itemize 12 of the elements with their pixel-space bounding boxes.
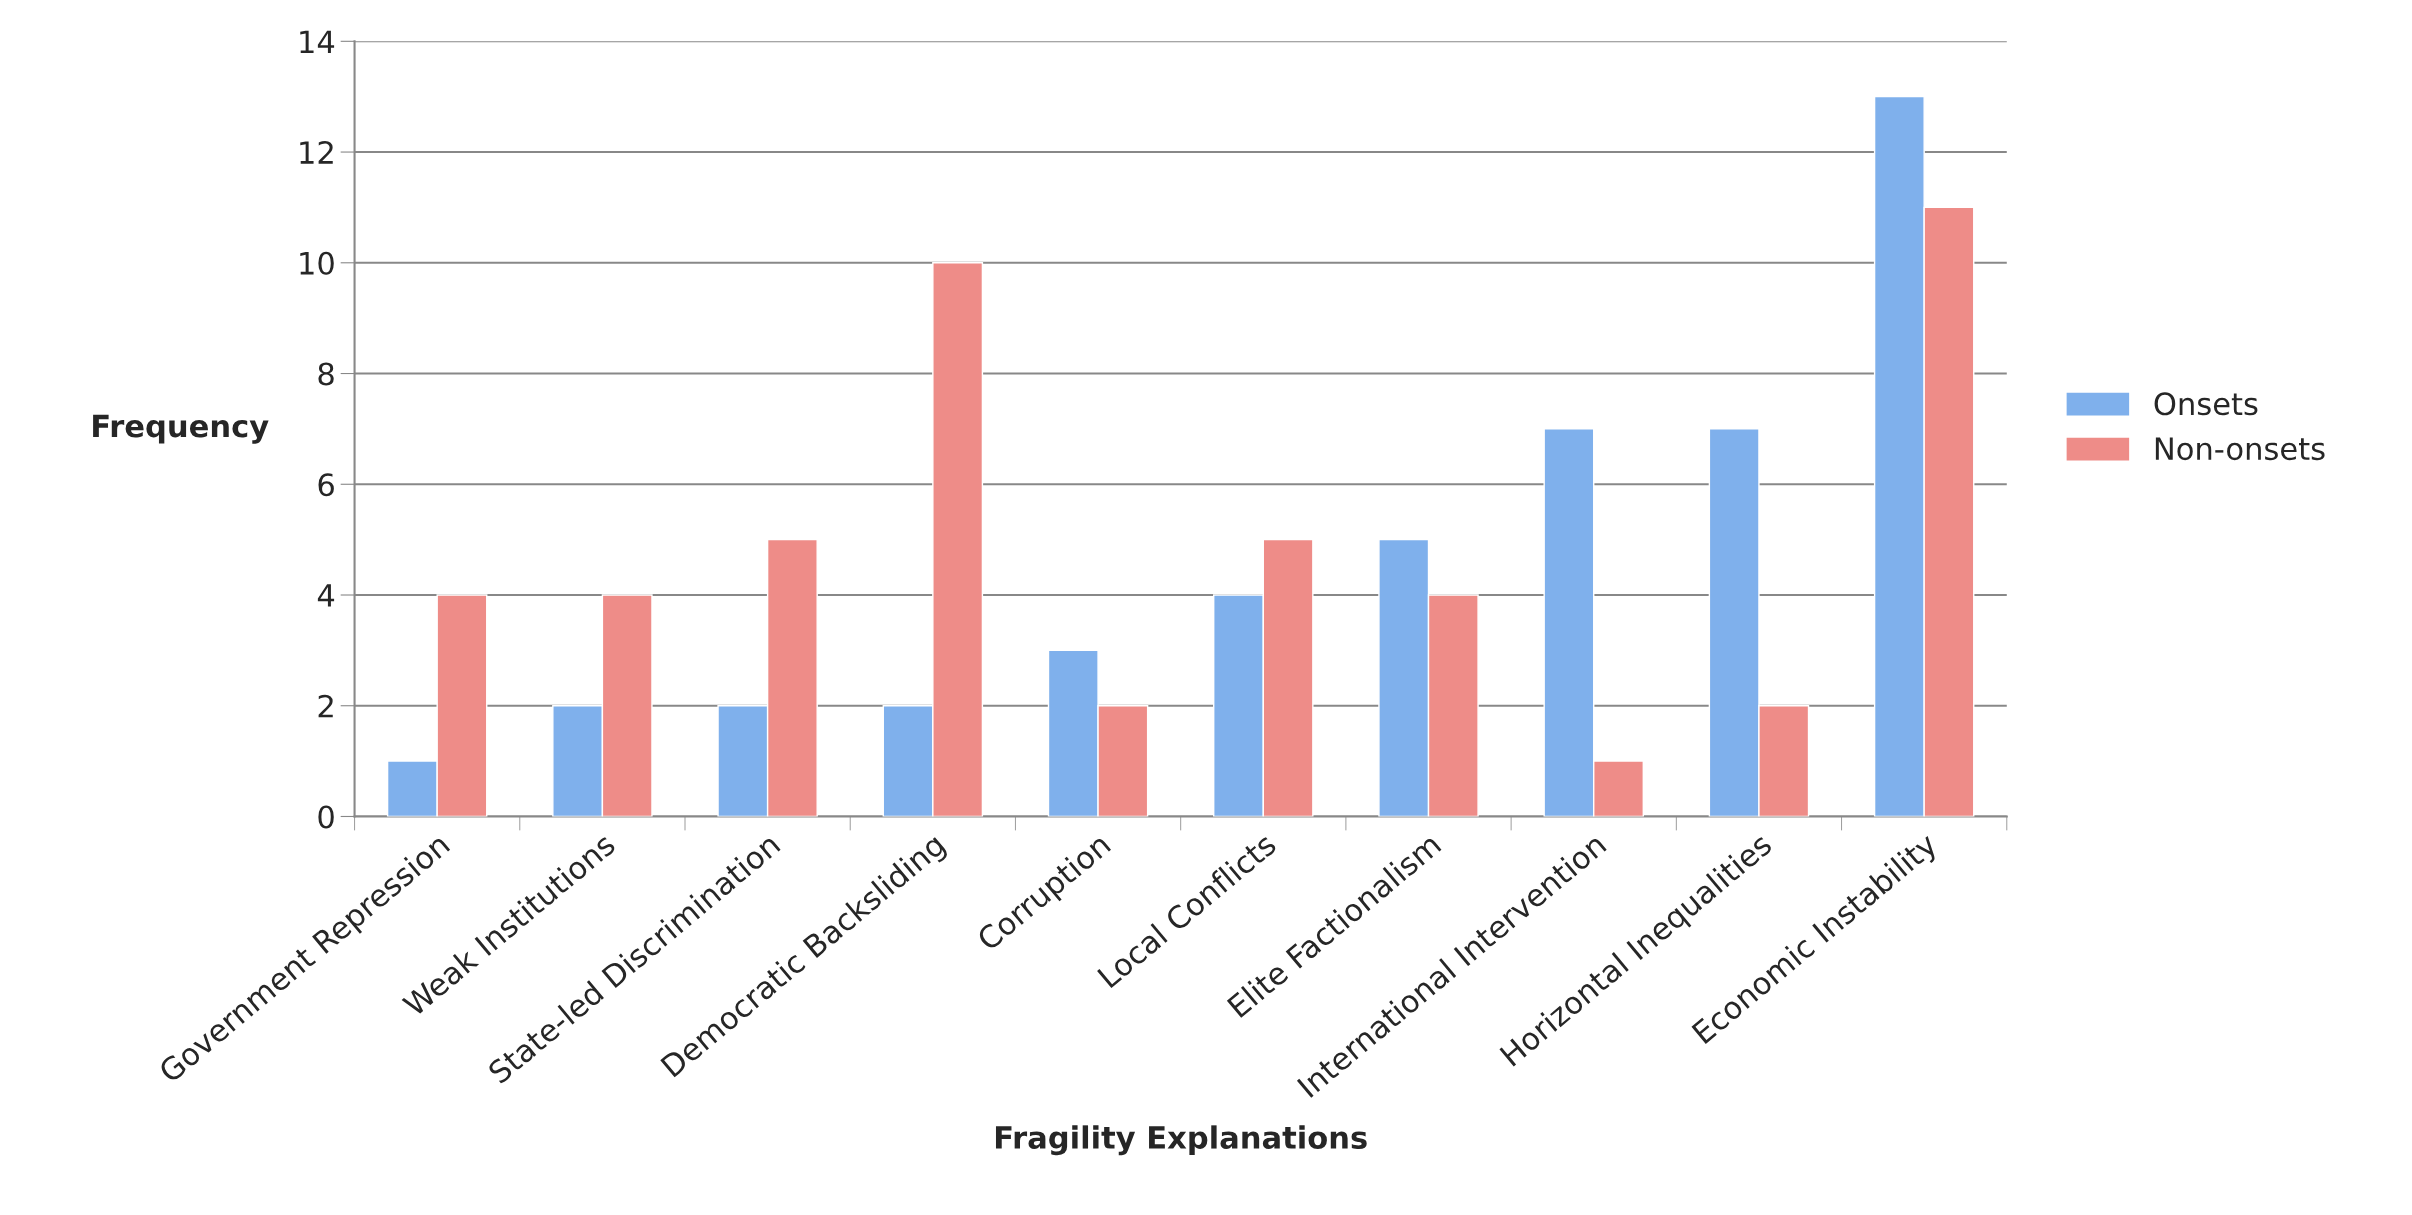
y-axis-title: Frequency	[93, 414, 269, 444]
x-axis-title: Fragility Explanations	[995, 1125, 1367, 1156]
y-tick-label: 8	[318, 362, 334, 386]
y-tick-label: 10	[300, 251, 334, 275]
y-tick-label: 2	[318, 694, 333, 718]
y-tick-label: 14	[300, 30, 335, 53]
y-tick-label: 12	[300, 140, 333, 164]
legend-label: Onsets	[2154, 392, 2258, 416]
y-tick-label: 0	[318, 805, 334, 829]
y-tick-label: 4	[317, 584, 335, 607]
legend-label: Non-onsets	[2155, 437, 2325, 461]
y-tick-label: 6	[318, 473, 334, 497]
